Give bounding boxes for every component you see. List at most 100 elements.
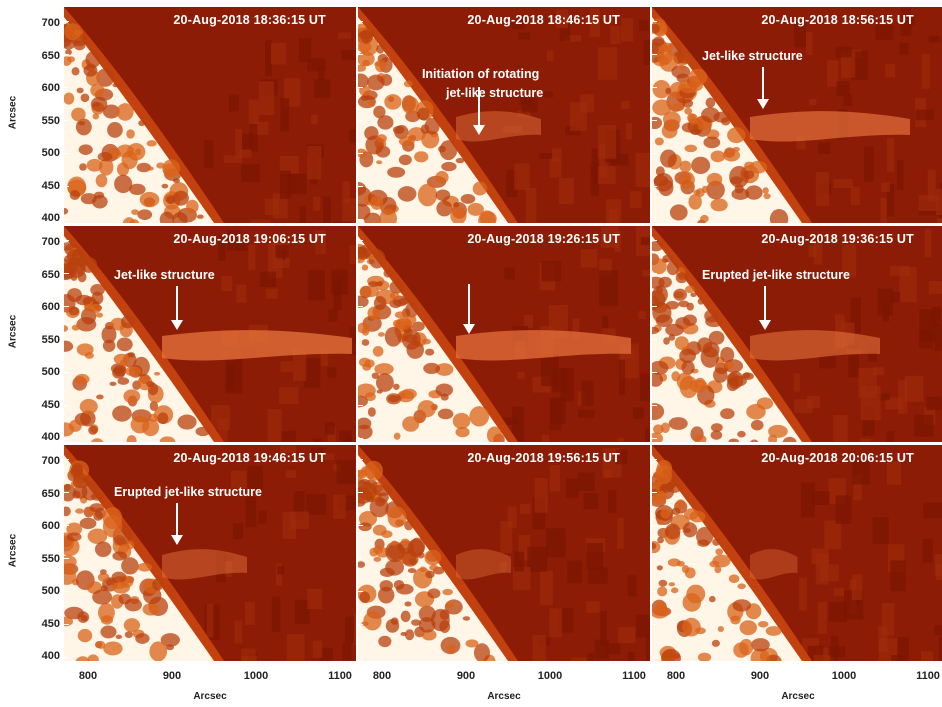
x-tick-label: 1000 [537, 670, 563, 682]
tick-mark [64, 240, 69, 241]
x-tick-label: 1100 [622, 670, 646, 682]
tick-mark [652, 558, 657, 559]
tick-mark [358, 525, 363, 526]
image-panel-9: 20-Aug-2018 20:06:15 UT [652, 445, 942, 661]
tick-mark [64, 624, 69, 625]
annotation-arrow [171, 286, 183, 330]
y-tick-label: 450 [41, 617, 60, 630]
tick-mark [358, 273, 363, 274]
solar-image [652, 445, 942, 661]
x-tick-label: 1000 [831, 670, 857, 682]
y-tick-label: 600 [41, 82, 60, 94]
y-tick-label: 550 [41, 114, 60, 127]
x-tick-label: 800 [78, 670, 98, 682]
panel-annotation: Erupted jet-like structure [114, 485, 262, 499]
x-tick-label: 900 [750, 670, 770, 682]
annotation-arrow [171, 503, 183, 545]
y-tick-label: 650 [41, 49, 60, 62]
tick-mark [64, 492, 69, 493]
x-tick-label: 800 [666, 670, 686, 682]
panel-timestamp: 20-Aug-2018 18:46:15 UT [467, 13, 620, 27]
panel-annotation: Erupted jet-like structure [702, 268, 850, 282]
tick-mark [358, 21, 363, 22]
image-panel-7: 20-Aug-2018 19:46:15 UT Erupted jet-like … [64, 445, 356, 661]
tick-mark [64, 525, 69, 526]
tick-mark [64, 153, 69, 154]
panel-timestamp: 20-Aug-2018 19:06:15 UT [173, 232, 326, 246]
panel-timestamp: 20-Aug-2018 19:46:15 UT [173, 451, 326, 465]
panel-timestamp: 20-Aug-2018 19:26:15 UT [467, 232, 620, 246]
tick-mark [358, 219, 363, 220]
tick-mark [358, 624, 363, 625]
tick-mark [652, 153, 657, 154]
y-tick-label: 550 [41, 333, 60, 346]
annotation-arrow [759, 286, 771, 330]
y-axis-label: Arcsec [7, 533, 19, 568]
x-axis-label: Arcsec [781, 691, 815, 702]
tick-mark [64, 120, 69, 121]
tick-mark [64, 273, 69, 274]
tick-mark [652, 438, 657, 439]
annotation-arrow [473, 87, 485, 135]
x-tick-label: 1100 [328, 670, 352, 682]
x-tick-label: 800 [372, 670, 392, 682]
tick-mark [64, 21, 69, 22]
tick-mark [652, 492, 657, 493]
tick-mark [358, 657, 363, 658]
panel-annotation: Jet-like structure [114, 268, 215, 282]
tick-mark [64, 591, 69, 592]
x-axis-label: Arcsec [193, 691, 227, 702]
image-panel-4: 20-Aug-2018 19:06:15 UT Jet-like structur… [64, 226, 356, 442]
tick-mark [64, 186, 69, 187]
panel-timestamp: 20-Aug-2018 19:56:15 UT [467, 451, 620, 465]
panel-timestamp: 20-Aug-2018 18:56:15 UT [761, 13, 914, 27]
tick-mark [358, 492, 363, 493]
solar-image [652, 226, 942, 442]
tick-mark [358, 120, 363, 121]
tick-mark [64, 459, 69, 460]
tick-mark [358, 372, 363, 373]
tick-mark [358, 405, 363, 406]
tick-mark [358, 153, 363, 154]
tick-mark [358, 240, 363, 241]
tick-mark [64, 657, 69, 658]
y-tick-label: 500 [41, 147, 60, 159]
tick-mark [64, 219, 69, 220]
solar-image [358, 445, 650, 661]
solar-image [358, 7, 650, 223]
tick-mark [64, 54, 69, 55]
x-tick-label: 900 [162, 670, 182, 682]
y-tick-label: 700 [41, 17, 60, 29]
tick-mark [358, 87, 363, 88]
tick-mark [64, 372, 69, 373]
y-tick-label: 400 [41, 650, 60, 662]
image-panel-2: 20-Aug-2018 18:46:15 UT Initiation of rot… [358, 7, 650, 223]
tick-mark [64, 558, 69, 559]
tick-mark [652, 186, 657, 187]
y-tick-label: 400 [41, 212, 60, 224]
annotation-arrow [757, 67, 769, 109]
tick-mark [652, 240, 657, 241]
x-axis-label: Arcsec [487, 691, 521, 702]
y-tick-label: 650 [41, 268, 60, 281]
tick-mark [652, 21, 657, 22]
y-tick-label: 450 [41, 179, 60, 192]
tick-mark [652, 273, 657, 274]
solar-image [652, 7, 942, 223]
tick-mark [652, 657, 657, 658]
solar-image [64, 7, 356, 223]
tick-mark [64, 306, 69, 307]
tick-mark [358, 558, 363, 559]
solar-image [64, 445, 356, 661]
tick-mark [358, 459, 363, 460]
tick-mark [652, 306, 657, 307]
y-tick-label: 550 [41, 552, 60, 565]
x-tick-label: 900 [456, 670, 476, 682]
tick-mark [652, 219, 657, 220]
image-panel-3: 20-Aug-2018 18:56:15 UT Jet-like structur… [652, 7, 942, 223]
y-tick-label: 600 [41, 520, 60, 532]
image-panel-5: 20-Aug-2018 19:26:15 UT [358, 226, 650, 442]
tick-mark [358, 591, 363, 592]
image-panel-1: 20-Aug-2018 18:36:15 UT [64, 7, 356, 223]
